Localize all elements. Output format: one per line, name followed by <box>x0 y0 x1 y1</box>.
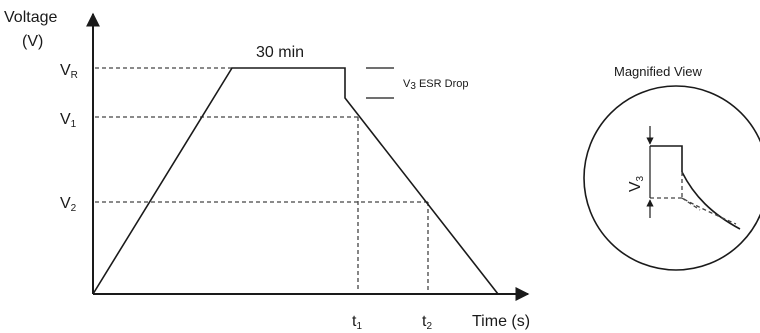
esr-drop-label: V3 ESR Drop <box>403 78 468 92</box>
magnified-view-title: Magnified View <box>614 64 703 79</box>
magnified-view-circle <box>583 85 760 271</box>
magnified-view-detail <box>646 126 741 230</box>
magnified-v3-label: V3 <box>627 175 646 192</box>
level-v2-label: V2 <box>60 195 77 214</box>
level-vr-label: VR <box>60 62 78 81</box>
y-axis-label-line2: (V) <box>22 33 43 50</box>
voltage-curve <box>92 67 499 295</box>
plateau-label: 30 min <box>256 44 304 61</box>
t2-label: t2 <box>422 313 432 332</box>
t1-label: t1 <box>352 313 362 332</box>
x-axis-label: Time (s) <box>472 313 530 330</box>
y-axis-label-line1: Voltage <box>4 9 57 26</box>
level-v1-label: V1 <box>60 111 77 130</box>
